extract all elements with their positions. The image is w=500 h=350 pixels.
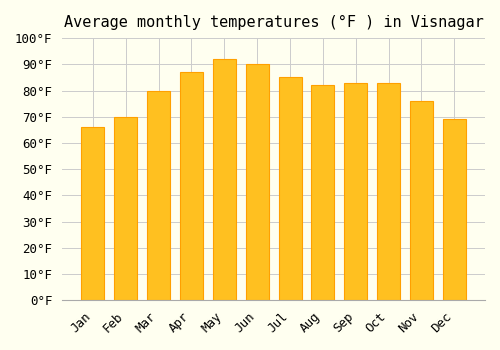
Bar <box>344 83 367 300</box>
Title: Average monthly temperatures (°F ) in Visnagar: Average monthly temperatures (°F ) in Vi… <box>64 15 484 30</box>
Bar <box>213 59 236 300</box>
Bar <box>377 83 400 300</box>
Bar <box>278 77 301 300</box>
Bar <box>147 91 170 300</box>
Bar <box>180 72 203 300</box>
Bar <box>114 117 138 300</box>
Bar <box>443 119 466 300</box>
Bar <box>82 127 104 300</box>
Bar <box>246 64 268 300</box>
Bar <box>312 85 334 300</box>
Bar <box>410 101 433 300</box>
